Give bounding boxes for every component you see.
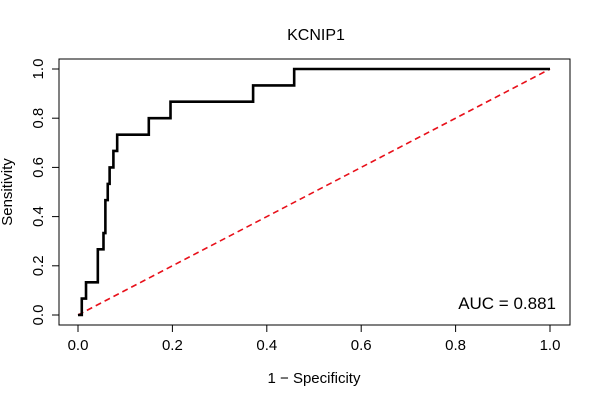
y-axis-title: Sensitivity xyxy=(0,158,16,226)
series-layer xyxy=(77,67,551,317)
reference-diagonal-line xyxy=(77,68,551,316)
y-tick-label: 0.0 xyxy=(30,305,47,326)
x-tick-label: 0.4 xyxy=(256,337,277,354)
auc-annotation: AUC = 0.881 xyxy=(458,294,556,313)
chart-title: KCNIP1 xyxy=(287,27,345,44)
x-tick-label: 1.0 xyxy=(540,337,561,354)
x-tick-label: 0.8 xyxy=(445,337,466,354)
x-tick-label: 0.2 xyxy=(162,337,183,354)
x-axis-title: 1 − Specificity xyxy=(268,370,361,387)
y-tick-label: 0.8 xyxy=(30,108,47,129)
y-tick-label: 0.2 xyxy=(30,255,47,276)
y-tick-label: 1.0 xyxy=(30,59,47,80)
x-tick-label: 0.6 xyxy=(351,337,372,354)
y-tick-label: 0.4 xyxy=(30,206,47,227)
roc-curve-line xyxy=(78,67,550,317)
plot-frame xyxy=(58,58,571,326)
x-axis: 0.0 0.2 0.4 0.6 0.8 1.0 xyxy=(68,325,561,354)
x-tick-label: 0.0 xyxy=(68,337,89,354)
y-axis: 0.0 0.2 0.4 0.6 0.8 1.0 xyxy=(30,59,59,326)
y-tick-label: 0.6 xyxy=(30,157,47,178)
